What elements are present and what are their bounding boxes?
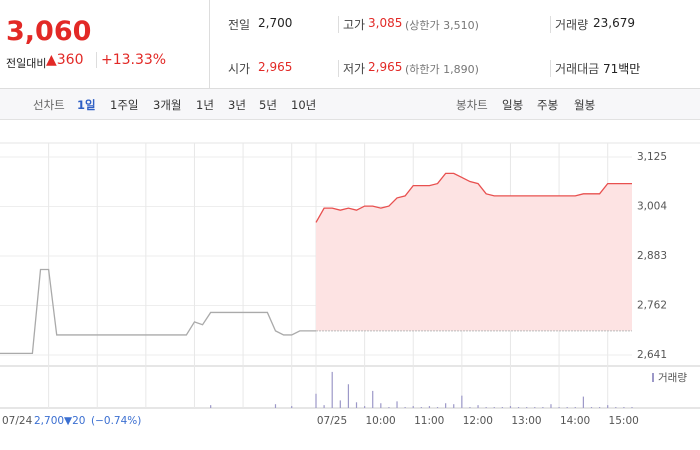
period-tab[interactable]: 1일 xyxy=(77,98,96,112)
period-tab[interactable]: 월봉 xyxy=(574,98,596,112)
volume-bar xyxy=(574,407,576,408)
volume-bar xyxy=(436,407,439,408)
volume-bar xyxy=(274,404,277,408)
period-tab[interactable]: 3개월 xyxy=(153,98,182,112)
volume-bar xyxy=(323,405,325,408)
volume-bar xyxy=(477,405,479,408)
stat-label: 전일 xyxy=(228,18,251,32)
volume-bar xyxy=(598,407,601,408)
prev-date: 07/24 xyxy=(2,415,33,427)
x-tick-label: 15:00 xyxy=(609,415,639,427)
divider xyxy=(209,0,210,88)
y-tick-label: 2,883 xyxy=(637,250,667,262)
stat-label: 거래량 xyxy=(550,16,588,33)
stat-note: (하한가 1,890) xyxy=(405,63,479,76)
volume-bar xyxy=(291,406,293,408)
volume-bar xyxy=(364,406,366,408)
volume-bar xyxy=(542,407,544,408)
volume-bar xyxy=(331,371,333,408)
volume-bar xyxy=(396,401,398,408)
area xyxy=(316,173,632,331)
volume-bar xyxy=(607,405,609,408)
prev-close: 2,700 xyxy=(34,415,64,427)
legend-swatch xyxy=(652,373,654,382)
stat-value: 23,679 xyxy=(593,16,635,30)
stat-value: 2,965 xyxy=(368,60,403,74)
y-tick-label: 2,641 xyxy=(637,349,667,361)
y-tick-label: 3,125 xyxy=(637,151,667,163)
change-rate: +13.33% xyxy=(96,52,166,68)
prev-change-rate: (−0.74%) xyxy=(91,415,141,427)
legend-label: 거래량 xyxy=(658,372,687,384)
price-line xyxy=(315,172,632,223)
volume-bar xyxy=(420,407,422,408)
volume-bar xyxy=(355,402,358,408)
volume-bar xyxy=(582,396,584,408)
x-tick-label: 14:00 xyxy=(560,415,590,427)
period-tab[interactable]: 일봉 xyxy=(502,98,524,112)
y-tick-label: 2,762 xyxy=(637,300,667,312)
change: ▲360 xyxy=(46,52,84,68)
volume-bar xyxy=(315,393,317,408)
stat-note: (상한가 3,510) xyxy=(405,19,479,32)
x-tick-label: 13:00 xyxy=(511,415,541,427)
volume-bar xyxy=(453,404,455,408)
x-tick-label: 11:00 xyxy=(414,415,444,427)
period-tab[interactable]: 주봉 xyxy=(537,98,559,112)
volume-bar xyxy=(534,407,536,408)
volume-bar xyxy=(517,407,520,408)
volume-bar xyxy=(623,407,625,408)
volume-bar xyxy=(347,384,350,408)
volume-bar xyxy=(566,407,568,408)
volume-bar xyxy=(339,400,341,408)
period-tab[interactable]: 10년 xyxy=(291,98,317,112)
volume-bar xyxy=(461,395,463,408)
x-tick-label: 12:00 xyxy=(463,415,493,427)
stat-value: 2,700 xyxy=(258,16,293,30)
y-tick-label: 3,004 xyxy=(637,201,667,213)
period-tab[interactable]: 3년 xyxy=(228,98,246,112)
header: 3,060 전일대비 ▲360 +13.33% 전일 2,700 고가 3,08… xyxy=(0,0,700,89)
volume-bar xyxy=(615,407,617,408)
volume-bar xyxy=(631,407,633,408)
period-tab[interactable]: 1년 xyxy=(196,98,214,112)
volume-bar xyxy=(526,407,528,408)
stat-value: 71백만 xyxy=(603,62,641,76)
price: 3,060 xyxy=(6,16,92,47)
volume-bar xyxy=(493,407,495,408)
volume-bar xyxy=(445,403,447,408)
x-tick-label: 07/25 xyxy=(317,415,347,427)
stat-value: 3,085 xyxy=(368,16,403,30)
period-tab[interactable]: 5년 xyxy=(259,98,277,112)
volume-bar xyxy=(469,407,471,408)
stat-label: 고가 xyxy=(338,16,365,33)
volume-bar xyxy=(412,406,414,408)
stat-label: 시가 xyxy=(228,62,251,76)
volume-bar xyxy=(485,407,487,408)
volume-bar xyxy=(550,404,552,408)
stat-label: 거래대금 xyxy=(550,60,599,77)
stat-value: 2,965 xyxy=(258,60,293,74)
volume-bar xyxy=(210,405,212,408)
tab-bar: 선차트 봉차트 1일 1주일 3개월 1년 3년 5년 10년 일봉 주봉 월봉 xyxy=(0,89,700,120)
change-label: 전일대비 xyxy=(6,57,47,70)
volume-bar xyxy=(388,407,390,408)
tab-group-label: 선차트 xyxy=(33,98,65,112)
price-line xyxy=(0,268,316,355)
volume-bar xyxy=(380,403,382,408)
volume-bar xyxy=(501,407,503,408)
tab-group-label: 봉차트 xyxy=(456,98,488,112)
volume-bar xyxy=(428,406,431,408)
volume-bar xyxy=(372,390,374,408)
prev-change: ▼20 xyxy=(64,415,85,427)
volume-bar xyxy=(404,407,406,408)
period-tab[interactable]: 1주일 xyxy=(110,98,139,112)
x-tick-label: 10:00 xyxy=(365,415,395,427)
stat-label: 저가 xyxy=(338,60,365,77)
volume-bar xyxy=(590,407,593,408)
volume-bar xyxy=(509,406,512,408)
volume-bar xyxy=(558,407,560,408)
